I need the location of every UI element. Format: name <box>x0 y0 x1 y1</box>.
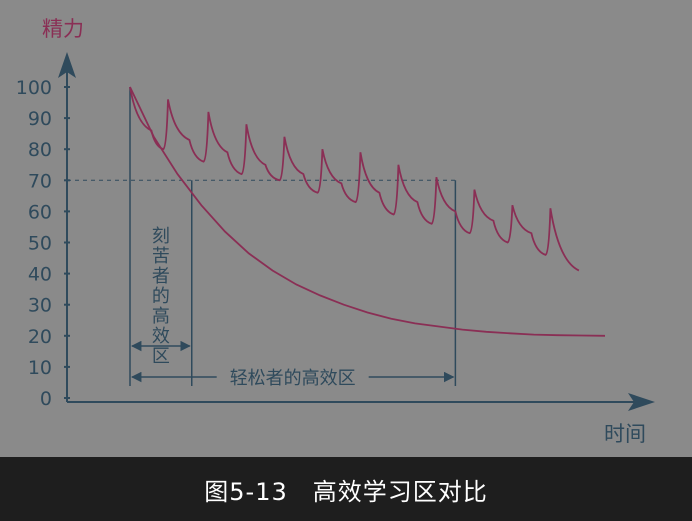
y-tick-label: 20 <box>28 326 52 348</box>
y-tick-label: 30 <box>28 295 52 317</box>
y-tick-label: 60 <box>28 201 52 223</box>
chart-figure: 精力 时间 100 90 80 70 60 50 40 30 20 10 0 刻苦者的高效区 轻松者… <box>0 0 692 457</box>
y-tick-label: 100 <box>16 77 52 99</box>
y-tick-label: 50 <box>28 233 52 255</box>
hard-zone-label: 刻苦者的高效区 <box>152 226 170 367</box>
y-tick-label: 0 <box>40 388 52 410</box>
y-tick-label: 40 <box>28 264 52 286</box>
curve-group <box>129 86 606 337</box>
x-axis-arrow-icon <box>628 393 655 411</box>
x-axis-label: 时间 <box>604 422 646 446</box>
relaxed-zone-label: 轻松者的高效区 <box>230 368 356 389</box>
figure-caption: 图5-13 高效学习区对比 <box>204 477 488 506</box>
caption-bar: 图5-13 高效学习区对比 <box>0 457 692 521</box>
y-tick-label: 70 <box>28 170 52 192</box>
sawtooth-curve <box>129 86 580 272</box>
guide-lines <box>67 87 457 386</box>
y-tick-label: 10 <box>28 357 52 379</box>
y-tick-label: 90 <box>28 108 52 130</box>
y-tick-label: 80 <box>28 139 52 161</box>
y-axis-arrow-icon <box>58 52 76 78</box>
y-axis-label: 精力 <box>42 17 84 41</box>
decay-curve <box>129 86 606 337</box>
